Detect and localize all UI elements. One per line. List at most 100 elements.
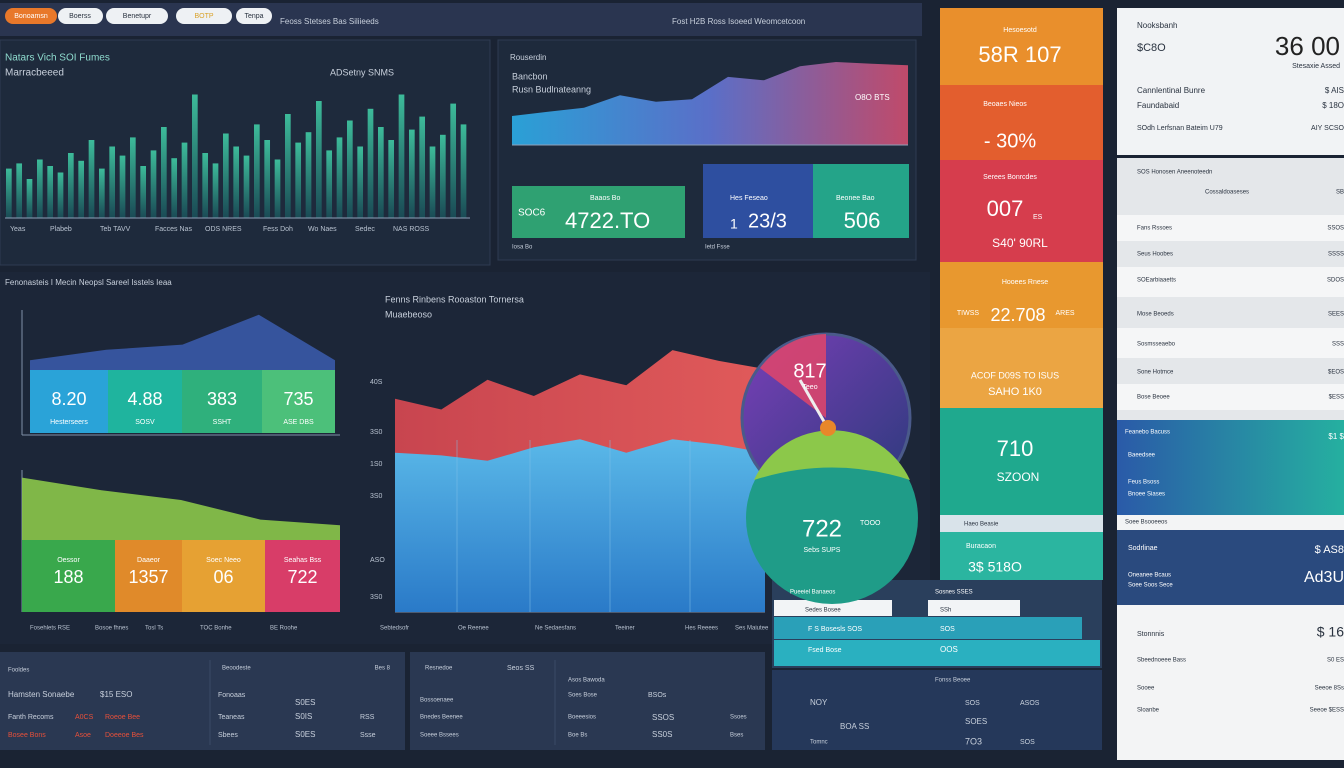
rows: Asoe [75, 732, 91, 739]
rows: SSSS [1328, 252, 1344, 258]
value: 23/3 [748, 210, 787, 232]
rows: BSOs [648, 692, 667, 699]
bar [78, 160, 85, 218]
sub2: Soee Soos Sece [1128, 583, 1173, 589]
rows: A0CS [75, 714, 94, 721]
line3: SOdh Lerfsnan Bateim U79 [1137, 125, 1223, 132]
title: Bancbon [512, 71, 548, 81]
code: $C8O [1137, 42, 1166, 54]
rows: Bossoenaee [420, 698, 454, 704]
yticks: ASO [370, 557, 385, 564]
bar [233, 146, 240, 218]
gauge-value: 817 [793, 360, 826, 382]
rows: SOES [965, 717, 987, 726]
strip: Soee Bsooeeos [1125, 520, 1167, 526]
value: 3$ 518O [968, 559, 1022, 575]
bar [171, 158, 178, 218]
rows: Fans Rssoes [1137, 226, 1172, 232]
rows: Soeee Bssees [420, 733, 459, 739]
rows: SSh [940, 608, 951, 614]
label: Baaos Bo [590, 195, 620, 202]
rows: Hamsten Sonaebe [8, 690, 75, 699]
x-labels: Ses Maiutee [735, 626, 769, 632]
lower-sublabels: Seahas Bss [284, 557, 322, 564]
right: $1 $ [1328, 432, 1344, 441]
yticks: 3S0 [370, 594, 383, 601]
bar [450, 103, 457, 218]
foot: SZOON [997, 470, 1040, 484]
label: Beoaes Nieos [983, 101, 1027, 108]
x-labels: Hes Reeees [685, 626, 718, 632]
rows: Bosee Bons [8, 732, 46, 739]
top: $ AS8 [1315, 544, 1344, 556]
block [262, 370, 335, 433]
foot: Ietd Fsse [705, 245, 730, 251]
rows: Seeoe 8Ss [1315, 686, 1344, 692]
bar [285, 114, 291, 218]
left-title: Feoss Stetses Bas Siliieeds [280, 17, 379, 26]
rows: Seus Hoobes [1137, 252, 1173, 258]
value: 007 [987, 196, 1024, 221]
block [108, 370, 182, 433]
lower-blocks: 188 [53, 567, 83, 587]
rows: Fonoaas [218, 692, 246, 699]
rows: 7O3 [965, 736, 982, 746]
lines: Bnoee Siases [1128, 492, 1165, 498]
label: Buracaon [966, 543, 996, 550]
lower-blocks: 06 [213, 567, 233, 587]
line1: Cannlentinal Bunre [1137, 86, 1206, 95]
bar [264, 140, 271, 218]
tabs: Boerss [69, 13, 91, 20]
line2: Faundabaid [1137, 101, 1179, 110]
value: 22.708 [990, 305, 1045, 325]
sub: Asos Bawoda [568, 678, 605, 684]
right1: $ AIS [1325, 86, 1344, 95]
bar [274, 159, 281, 218]
upper-blocks: 8.20 [51, 389, 86, 409]
x-labels: Oe Reenee [458, 626, 489, 632]
value: - 30% [984, 130, 1036, 152]
rows: Bnedes Beenee [420, 715, 463, 721]
right3: AIY SCSO [1311, 125, 1344, 132]
x-labels: Ne Sedaesfans [535, 626, 576, 632]
bar [223, 133, 229, 218]
value: Ad3U [1304, 569, 1344, 586]
foot: Iosa Bo [512, 245, 533, 251]
upper-labels: SOSV [135, 419, 155, 426]
bar [140, 166, 147, 218]
tabs: BOTP [194, 13, 213, 20]
bar [88, 140, 95, 218]
upper-blocks: 735 [283, 389, 313, 409]
lower-sublabels: Soec Neeo [206, 557, 241, 564]
rows: SS0S [652, 730, 672, 739]
lines: Feus Bsoss [1128, 480, 1159, 486]
subtitle: Muaebeoso [385, 309, 432, 319]
bar [109, 146, 116, 218]
label: Hes Feseao [730, 195, 768, 202]
block [22, 540, 115, 612]
header-row: Cossaldoaseses [1205, 190, 1249, 196]
bar [99, 168, 105, 218]
upper-labels: Hesterseers [50, 419, 88, 426]
bar [26, 179, 33, 218]
x-labels: Teb TAVV [100, 226, 131, 233]
bar [378, 127, 384, 218]
bar [161, 127, 167, 218]
rows: Sosmsseaebo [1137, 342, 1176, 348]
rows: Teaneas [218, 714, 245, 721]
circle-small: TOOO [860, 520, 881, 527]
rows: OOS [940, 645, 958, 654]
circle-chart [746, 432, 918, 604]
bar [388, 140, 395, 218]
header-row: SOS Honosen Aneenoteedn [1137, 170, 1212, 176]
bar [357, 146, 364, 218]
block [182, 370, 262, 433]
circle-top [754, 430, 910, 480]
rows: $ESS [1329, 395, 1344, 401]
bar [316, 101, 322, 218]
rows: Tomnc [810, 740, 828, 746]
rows: SOS [965, 700, 980, 707]
head: Beoodeste [222, 666, 251, 672]
bar [460, 124, 467, 218]
head: Fonss Beoee [935, 678, 971, 684]
